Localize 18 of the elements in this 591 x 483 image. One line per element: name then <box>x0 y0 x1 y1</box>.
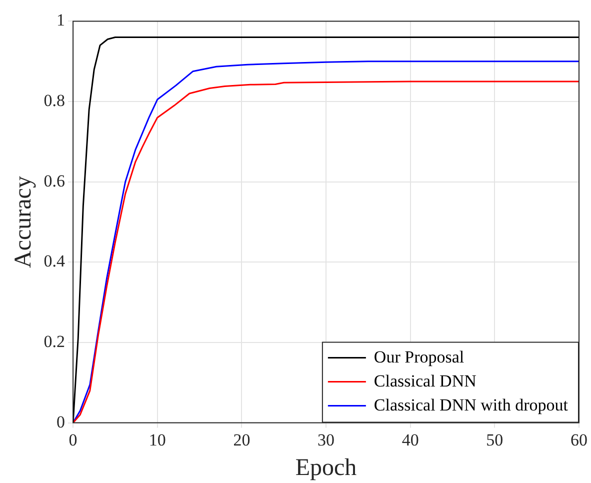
y-tick-label: 1 <box>56 10 66 30</box>
x-tick-label: 10 <box>148 430 166 450</box>
x-tick-label: 30 <box>318 430 335 450</box>
x-tick-label: 40 <box>402 430 419 450</box>
y-tick-label: 0 <box>56 412 66 432</box>
x-axis-title: Epoch <box>295 454 357 481</box>
legend-label: Classical DNN <box>374 371 476 390</box>
y-tick-label: 0.2 <box>44 332 66 351</box>
y-tick-label: 0.8 <box>44 90 66 110</box>
y-tick-label: 0.6 <box>44 171 66 190</box>
x-tick-label: 60 <box>570 430 588 450</box>
legend-label: Our Proposal <box>374 347 464 366</box>
y-tick-label: 0.4 <box>44 252 66 271</box>
y-axis-title: Accuracy <box>10 176 37 268</box>
x-tick-label: 50 <box>486 430 504 450</box>
x-tick-label: 20 <box>233 430 250 450</box>
legend-label: Classical DNN with dropout <box>374 395 568 414</box>
x-tick-label: 0 <box>68 430 78 450</box>
